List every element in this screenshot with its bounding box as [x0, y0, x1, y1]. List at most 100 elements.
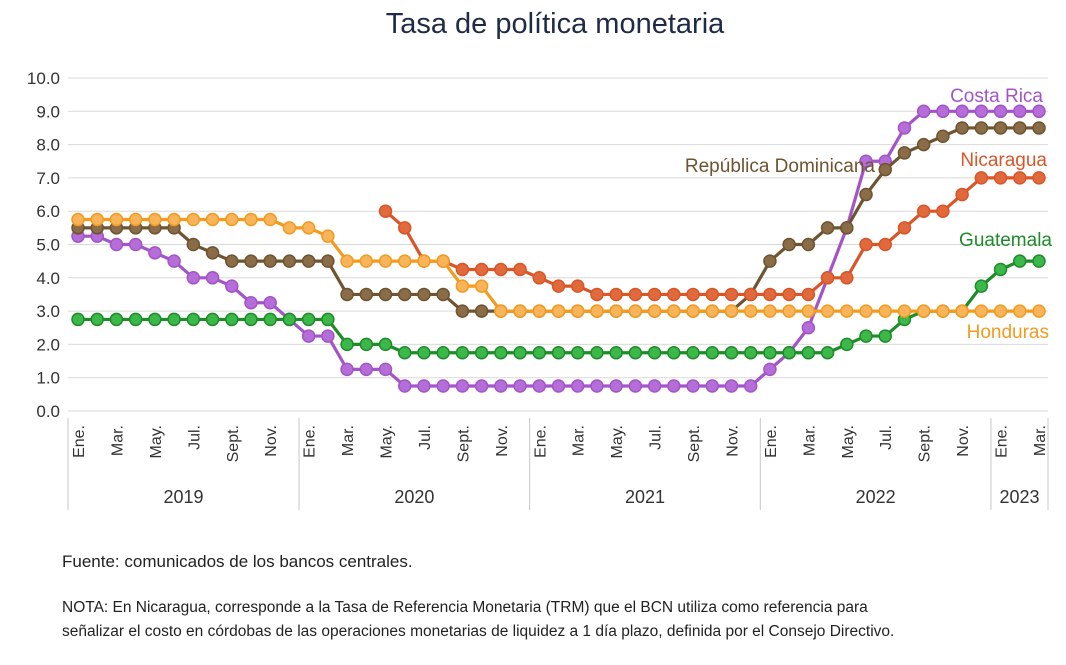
- data-point: [840, 337, 854, 352]
- data-point: [647, 304, 662, 318]
- data-point: [1013, 304, 1027, 318]
- x-tick-label: Ene.: [532, 425, 549, 458]
- data-point: [397, 254, 412, 268]
- x-tick-label: Mar.: [1032, 425, 1049, 456]
- data-point: [397, 221, 412, 235]
- data-point: [90, 312, 104, 327]
- data-point: [974, 279, 989, 293]
- data-point: [993, 104, 1008, 119]
- x-tick-label: Sept.: [917, 425, 934, 462]
- data-point: [993, 304, 1008, 318]
- data-point: [205, 312, 220, 327]
- data-point: [1032, 304, 1046, 318]
- data-point: [417, 287, 431, 302]
- data-point: [244, 296, 258, 310]
- data-point: [974, 104, 989, 119]
- data-point: [936, 129, 950, 144]
- data-point: [148, 246, 162, 260]
- data-point: [551, 345, 566, 360]
- data-point: [859, 329, 873, 343]
- data-point: [763, 287, 777, 302]
- data-point: [916, 137, 931, 152]
- data-point: [186, 237, 201, 252]
- data-point: [955, 121, 969, 135]
- data-point: [167, 254, 181, 268]
- x-tick-label: Nov.: [955, 425, 972, 457]
- data-point: [109, 237, 124, 252]
- data-point: [417, 345, 431, 360]
- data-point: [590, 287, 604, 302]
- data-point: [686, 304, 700, 318]
- data-point: [397, 287, 412, 302]
- data-point: [128, 312, 143, 327]
- data-point: [551, 304, 566, 318]
- year-label: 2021: [625, 487, 665, 507]
- x-tick-label: Sept.: [686, 425, 703, 462]
- data-point: [148, 212, 162, 227]
- data-point: [340, 337, 354, 352]
- data-point: [109, 312, 124, 327]
- x-tick-label: May.: [379, 425, 396, 458]
- data-point: [167, 312, 181, 327]
- data-point: [801, 237, 816, 252]
- x-tick-label: Mar.: [801, 425, 818, 456]
- data-point: [647, 345, 662, 360]
- data-point: [71, 312, 85, 327]
- y-tick-label: 10.0: [27, 69, 60, 88]
- data-point: [1032, 254, 1046, 268]
- data-point: [878, 162, 892, 177]
- data-point: [1013, 171, 1027, 185]
- data-point: [628, 287, 643, 302]
- data-point: [340, 254, 354, 268]
- year-label: 2022: [856, 487, 896, 507]
- data-point: [667, 287, 681, 302]
- y-tick-label: 0.0: [36, 402, 60, 421]
- x-tick-label: May.: [609, 425, 626, 458]
- data-point: [436, 345, 450, 360]
- data-point: [186, 271, 201, 285]
- data-point: [955, 304, 969, 318]
- data-point: [801, 345, 816, 360]
- data-point: [955, 104, 969, 119]
- data-point: [763, 254, 777, 268]
- data-point: [897, 146, 912, 160]
- data-point: [647, 379, 662, 393]
- y-tick-label: 7.0: [36, 169, 60, 188]
- data-point: [609, 287, 623, 302]
- data-point: [916, 204, 931, 218]
- data-point: [551, 379, 566, 393]
- data-point: [128, 237, 143, 252]
- data-point: [743, 379, 758, 393]
- data-point: [878, 237, 892, 252]
- policy-rate-chart: 0.0 1.0 2.0 3.0 4.0 5.0 6.0 7.0 8.0 9.0 10.0 Ene. Ma…: [27, 69, 1052, 510]
- data-point: [878, 304, 892, 318]
- data-point: [263, 254, 277, 268]
- data-point: [301, 221, 316, 235]
- y-tick-label: 6.0: [36, 202, 60, 221]
- y-tick-label: 4.0: [36, 269, 60, 288]
- x-tick-label: Nov.: [263, 425, 280, 457]
- data-point: [743, 345, 758, 360]
- data-point: [782, 237, 796, 252]
- y-tick-label: 5.0: [36, 236, 60, 255]
- y-tick-label: 3.0: [36, 302, 60, 321]
- data-point: [359, 362, 374, 377]
- data-point: [532, 271, 547, 285]
- data-point: [321, 229, 335, 243]
- data-point: [205, 212, 220, 227]
- data-point: [763, 345, 777, 360]
- data-point: [936, 104, 950, 119]
- data-point: [301, 254, 316, 268]
- data-point: [417, 254, 431, 268]
- data-point: [282, 312, 297, 327]
- data-point: [378, 362, 393, 377]
- series-label: República Dominicana: [685, 156, 876, 177]
- series-label: Nicaragua: [960, 150, 1047, 171]
- data-point: [859, 237, 873, 252]
- data-point: [1032, 104, 1046, 119]
- data-point: [90, 212, 104, 227]
- data-point: [686, 287, 700, 302]
- data-point: [378, 337, 393, 352]
- year-label: 2019: [163, 487, 203, 507]
- data-point: [859, 154, 873, 168]
